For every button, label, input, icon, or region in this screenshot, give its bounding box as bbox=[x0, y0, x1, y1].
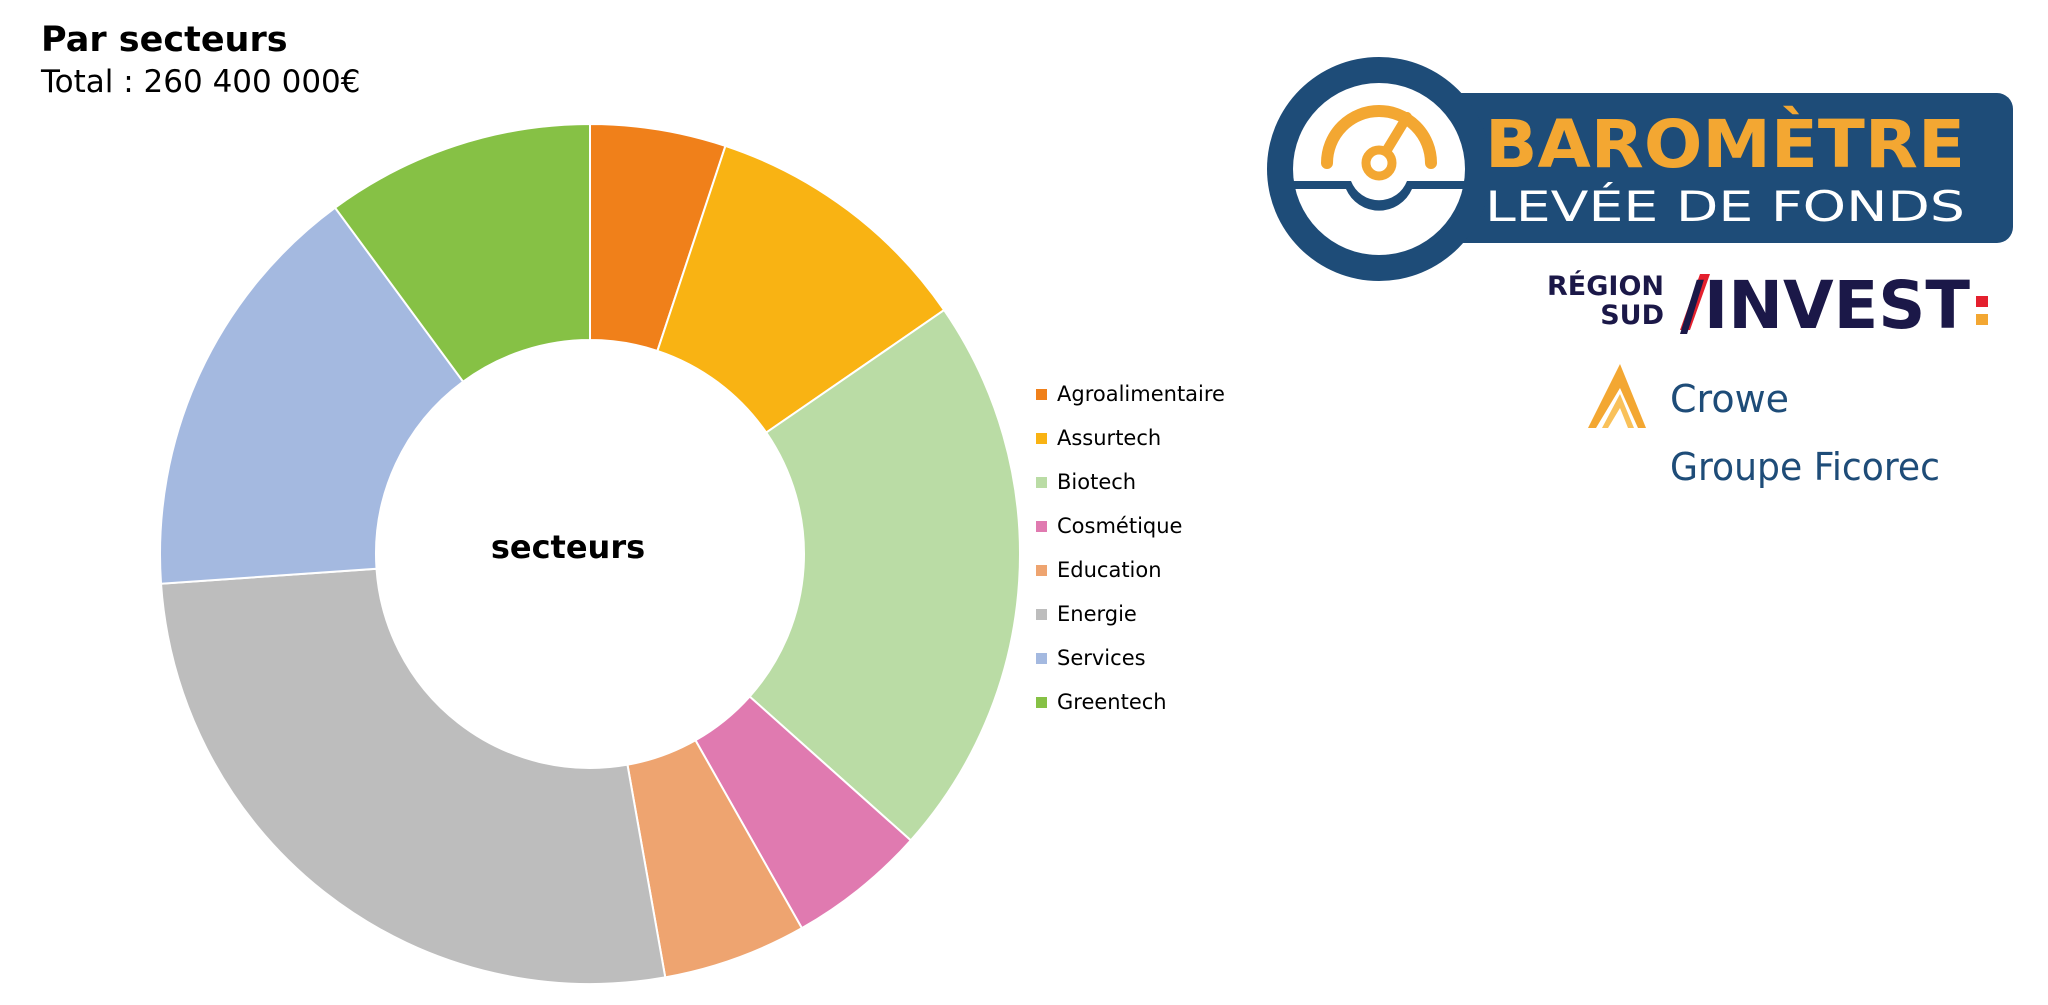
region-sud-invest-logo: RÉGION SUD /INVEST bbox=[1547, 267, 1988, 342]
chart-subtitle: Total : 260 400 000€ bbox=[41, 64, 361, 100]
crowe-peak-icon bbox=[1588, 364, 1646, 428]
legend-swatch bbox=[1036, 652, 1047, 664]
legend-label: Cosmétique bbox=[1057, 514, 1183, 538]
legend-label: Agroalimentaire bbox=[1057, 382, 1225, 406]
donut-slice-greentech bbox=[333, 122, 591, 384]
barometre-subtitle: LEVÉE DE FONDS bbox=[1485, 181, 1965, 231]
legend-label: Biotech bbox=[1057, 470, 1137, 494]
donut-slice-services bbox=[159, 206, 465, 585]
legend-label: Energie bbox=[1057, 602, 1137, 626]
donut-slice-biotech bbox=[748, 308, 1021, 842]
invest-label: /INVEST bbox=[1680, 267, 1970, 342]
legend-swatch bbox=[1036, 608, 1047, 620]
crowe-ficorec-logo: Crowe Groupe Ficorec bbox=[1588, 364, 1940, 489]
donut-slices bbox=[159, 122, 1021, 985]
legend-swatch bbox=[1036, 388, 1047, 400]
gauge-icon bbox=[1321, 105, 1437, 181]
legend-swatch bbox=[1036, 696, 1047, 708]
donut-slice-assurtech bbox=[656, 144, 946, 434]
legend-item: Biotech bbox=[1036, 460, 1225, 504]
legend-item: Energie bbox=[1036, 592, 1225, 636]
legend-label: Assurtech bbox=[1057, 426, 1162, 450]
legend-swatch bbox=[1036, 476, 1047, 488]
legend-item: Agroalimentaire bbox=[1036, 372, 1225, 416]
legend-label: Greentech bbox=[1057, 690, 1167, 714]
barometre-logo: BAROMÈTRE LEVÉE DE FONDS bbox=[1267, 57, 2013, 281]
legend-item: Education bbox=[1036, 548, 1225, 592]
legend-label: Services bbox=[1057, 646, 1146, 670]
chart-legend: Agroalimentaire Assurtech Biotech Cosmétiqu… bbox=[1036, 372, 1225, 724]
legend-swatch bbox=[1036, 520, 1047, 532]
chart-header: Par secteurs Total : 260 400 000€ bbox=[41, 18, 361, 102]
legend-item: Assurtech bbox=[1036, 416, 1225, 460]
chart-title: Par secteurs bbox=[41, 20, 288, 60]
sud-label: SUD bbox=[1600, 300, 1664, 331]
legend-label: Education bbox=[1057, 558, 1162, 582]
ficorec-label: Groupe Ficorec bbox=[1670, 445, 1940, 489]
legend-swatch bbox=[1036, 564, 1047, 576]
crowe-label: Crowe bbox=[1670, 377, 1789, 421]
legend-item: Greentech bbox=[1036, 680, 1225, 724]
legend-item: Services bbox=[1036, 636, 1225, 680]
legend-item: Cosmétique bbox=[1036, 504, 1225, 548]
donut-center-label: secteurs bbox=[491, 528, 645, 566]
region-label: RÉGION bbox=[1547, 270, 1664, 302]
donut-slice-energie bbox=[159, 567, 667, 985]
barometre-title: BAROMÈTRE bbox=[1485, 105, 1965, 183]
legend-swatch bbox=[1036, 432, 1047, 444]
donut-chart: secteurs bbox=[159, 122, 1021, 985]
